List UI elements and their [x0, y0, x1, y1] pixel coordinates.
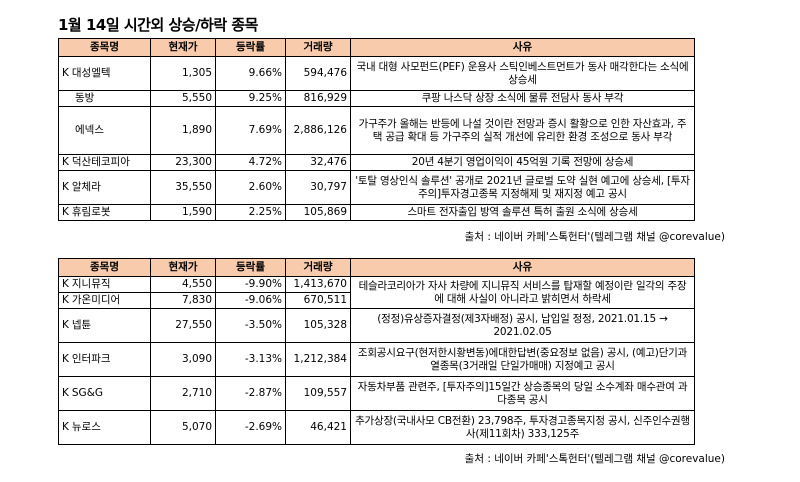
stock-price: 7,830: [150, 292, 216, 309]
stock-price: 4,550: [150, 276, 216, 293]
table-row: K 대성엘텍 1,305 9.66% 594,476 국내 대형 사모펀드(PEF…: [58, 56, 695, 91]
stock-volume: 105,869: [285, 204, 351, 221]
header-row: 종목명 현재가 등락률 거래량 사유: [58, 38, 695, 57]
stock-change: 9.66%: [215, 56, 286, 91]
stock-price: 1,590: [150, 204, 216, 221]
table-row: K 휴림로봇 1,590 2.25% 105,869 스마트 전자출입 방역 솔루…: [58, 204, 695, 221]
table-row: K 알체라 35,550 2.60% 30,797 '토탈 영상인식 솔루션' 공…: [58, 170, 695, 205]
header-reason: 사유: [350, 38, 695, 57]
stock-reason: 테슬라코리아가 자사 차량에 지니뮤직 서비스를 탑재할 예정이란 일각의 주장…: [350, 276, 695, 309]
table-row: K 뉴로스 5,070 -2.69% 46,421 추가상장(국내사모 CB전환)…: [58, 410, 695, 445]
stock-name: 에넥스: [75, 124, 104, 136]
stock-change: 4.72%: [215, 154, 286, 171]
stock-price: 35,550: [150, 170, 216, 205]
stock-name: 동방: [75, 92, 95, 104]
header-change: 등락률: [215, 258, 286, 277]
stock-price: 5,070: [150, 410, 216, 445]
market-prefix: K: [62, 319, 69, 331]
header-name: 종목명: [58, 258, 151, 277]
stock-change: 9.25%: [215, 90, 286, 107]
market-prefix: K: [62, 421, 69, 433]
page-title: 1월 14일 시간외 상승/하락 종목: [58, 16, 258, 34]
stock-price: 2,710: [150, 376, 216, 411]
stock-price: 1,890: [150, 106, 216, 155]
header-name: 종목명: [58, 38, 151, 57]
header-price: 현재가: [150, 258, 216, 277]
stock-volume: 670,511: [285, 292, 351, 309]
header-change: 등락률: [215, 38, 286, 57]
stock-volume: 30,797: [285, 170, 351, 205]
stock-price: 23,300: [150, 154, 216, 171]
stock-reason: 20년 4분기 영업이익이 45억원 기록 전망에 상승세: [350, 154, 695, 171]
source-note: 출처 : 네이버 카페'스톡헌터'(텔레그램 채널 @corevalue): [464, 453, 725, 465]
stock-change: 2.60%: [215, 170, 286, 205]
stock-name: 인터파크: [71, 353, 111, 365]
stock-name: SG&G: [71, 387, 104, 399]
stock-reason: 가구주가 올해는 반등에 나설 것이란 전망과 증시 활황으로 인한 자산효과,…: [350, 106, 695, 155]
stock-change: -9.06%: [215, 292, 286, 309]
stock-name: 대성엘텍: [71, 67, 111, 79]
stock-reason: 조회공시요구(현저한시황변동)에대한답변(중요정보 없음) 공시, (예고)단기…: [350, 342, 695, 377]
stock-volume: 105,328: [285, 308, 351, 343]
stock-name: 휴림로봇: [71, 206, 111, 218]
stock-change: -2.69%: [215, 410, 286, 445]
stock-price: 5,550: [150, 90, 216, 107]
stock-volume: 46,421: [285, 410, 351, 445]
stock-name: 뉴로스: [71, 421, 101, 433]
stock-volume: 2,886,126: [285, 106, 351, 155]
table-row: K 가온미디어 7,830 -9.06% 670,511: [58, 292, 695, 309]
header-row: 종목명 현재가 등락률 거래량 사유: [58, 258, 695, 277]
fall-table: 종목명 현재가 등락률 거래량 사유 K 지니뮤직 4,550 -9.90% 1,…: [58, 258, 695, 445]
stock-volume: 1,212,384: [285, 342, 351, 377]
table-row: 동방 5,550 9.25% 816,929 쿠팡 나스닥 상장 소식에 물류 …: [58, 90, 695, 107]
stock-name: 지니뮤직: [71, 278, 111, 290]
stock-volume: 594,476: [285, 56, 351, 91]
stock-change: -9.90%: [215, 276, 286, 293]
rise-table: 종목명 현재가 등락률 거래량 사유 K 대성엘텍 1,305 9.66% 594…: [58, 38, 695, 221]
stock-price: 27,550: [150, 308, 216, 343]
source-note: 출처 : 네이버 카페'스톡헌터'(텔레그램 채널 @corevalue): [464, 231, 725, 243]
market-prefix: K: [62, 156, 69, 168]
stock-volume: 109,557: [285, 376, 351, 411]
market-prefix: K: [62, 67, 69, 79]
stock-volume: 1,413,670: [285, 276, 351, 293]
header-volume: 거래량: [285, 258, 351, 277]
stock-reason: 추가상장(국내사모 CB전환) 23,798주, 투자경고종목지정 공시, 신주…: [350, 410, 695, 445]
stock-name: 덕산테코피아: [71, 156, 130, 168]
market-prefix: K: [62, 278, 69, 290]
stock-reason: 국내 대형 사모펀드(PEF) 운용사 스틱인베스트먼트가 동사 매각한다는 소…: [350, 56, 695, 91]
stock-volume: 32,476: [285, 154, 351, 171]
stock-price: 1,305: [150, 56, 216, 91]
stock-reason: (정정)유상증자결정(제3자배정) 공시, 납입일 정정, 2021.01.15…: [350, 308, 695, 343]
table-row: K 지니뮤직 4,550 -9.90% 1,413,670 테슬라코리아가 자사 …: [58, 276, 695, 309]
stock-change: -3.13%: [215, 342, 286, 377]
market-prefix: K: [62, 387, 69, 399]
header-volume: 거래량: [285, 38, 351, 57]
stock-price: 3,090: [150, 342, 216, 377]
stock-change: -3.50%: [215, 308, 286, 343]
table-row: K SG&G 2,710 -2.87% 109,557 자동차부품 관련주, [투…: [58, 376, 695, 411]
market-prefix: K: [62, 181, 69, 193]
stock-change: 2.25%: [215, 204, 286, 221]
stock-change: -2.87%: [215, 376, 286, 411]
stock-name: 가온미디어: [71, 294, 121, 306]
market-prefix: K: [62, 206, 69, 218]
stock-reason: '토탈 영상인식 솔루션' 공개로 2021년 글로벌 도약 실현 예고에 상승…: [350, 170, 695, 205]
market-prefix: K: [62, 294, 69, 306]
table-row: 에넥스 1,890 7.69% 2,886,126 가구주가 올해는 반등에 나…: [58, 106, 695, 155]
header-price: 현재가: [150, 38, 216, 57]
stock-change: 7.69%: [215, 106, 286, 155]
stock-reason: 쿠팡 나스닥 상장 소식에 물류 전담사 동사 부각: [350, 90, 695, 107]
table-row: K 인터파크 3,090 -3.13% 1,212,384 조회공시요구(현저한시…: [58, 342, 695, 377]
table-row: K 넵튠 27,550 -3.50% 105,328 (정정)유상증자결정(제3자…: [58, 308, 695, 343]
table-row: K 덕산테코피아 23,300 4.72% 32,476 20년 4분기 영업이익…: [58, 154, 695, 171]
stock-volume: 816,929: [285, 90, 351, 107]
stock-name: 알체라: [71, 181, 101, 193]
stock-name: 넵튠: [71, 319, 92, 331]
stock-reason: 스마트 전자출입 방역 솔루션 특허 출원 소식에 상승세: [350, 204, 695, 221]
market-prefix: K: [62, 353, 69, 365]
header-reason: 사유: [350, 258, 695, 277]
stock-reason: 자동차부품 관련주, [투자주의]15일간 상승종목의 당일 소수계좌 매수관여…: [350, 376, 695, 411]
